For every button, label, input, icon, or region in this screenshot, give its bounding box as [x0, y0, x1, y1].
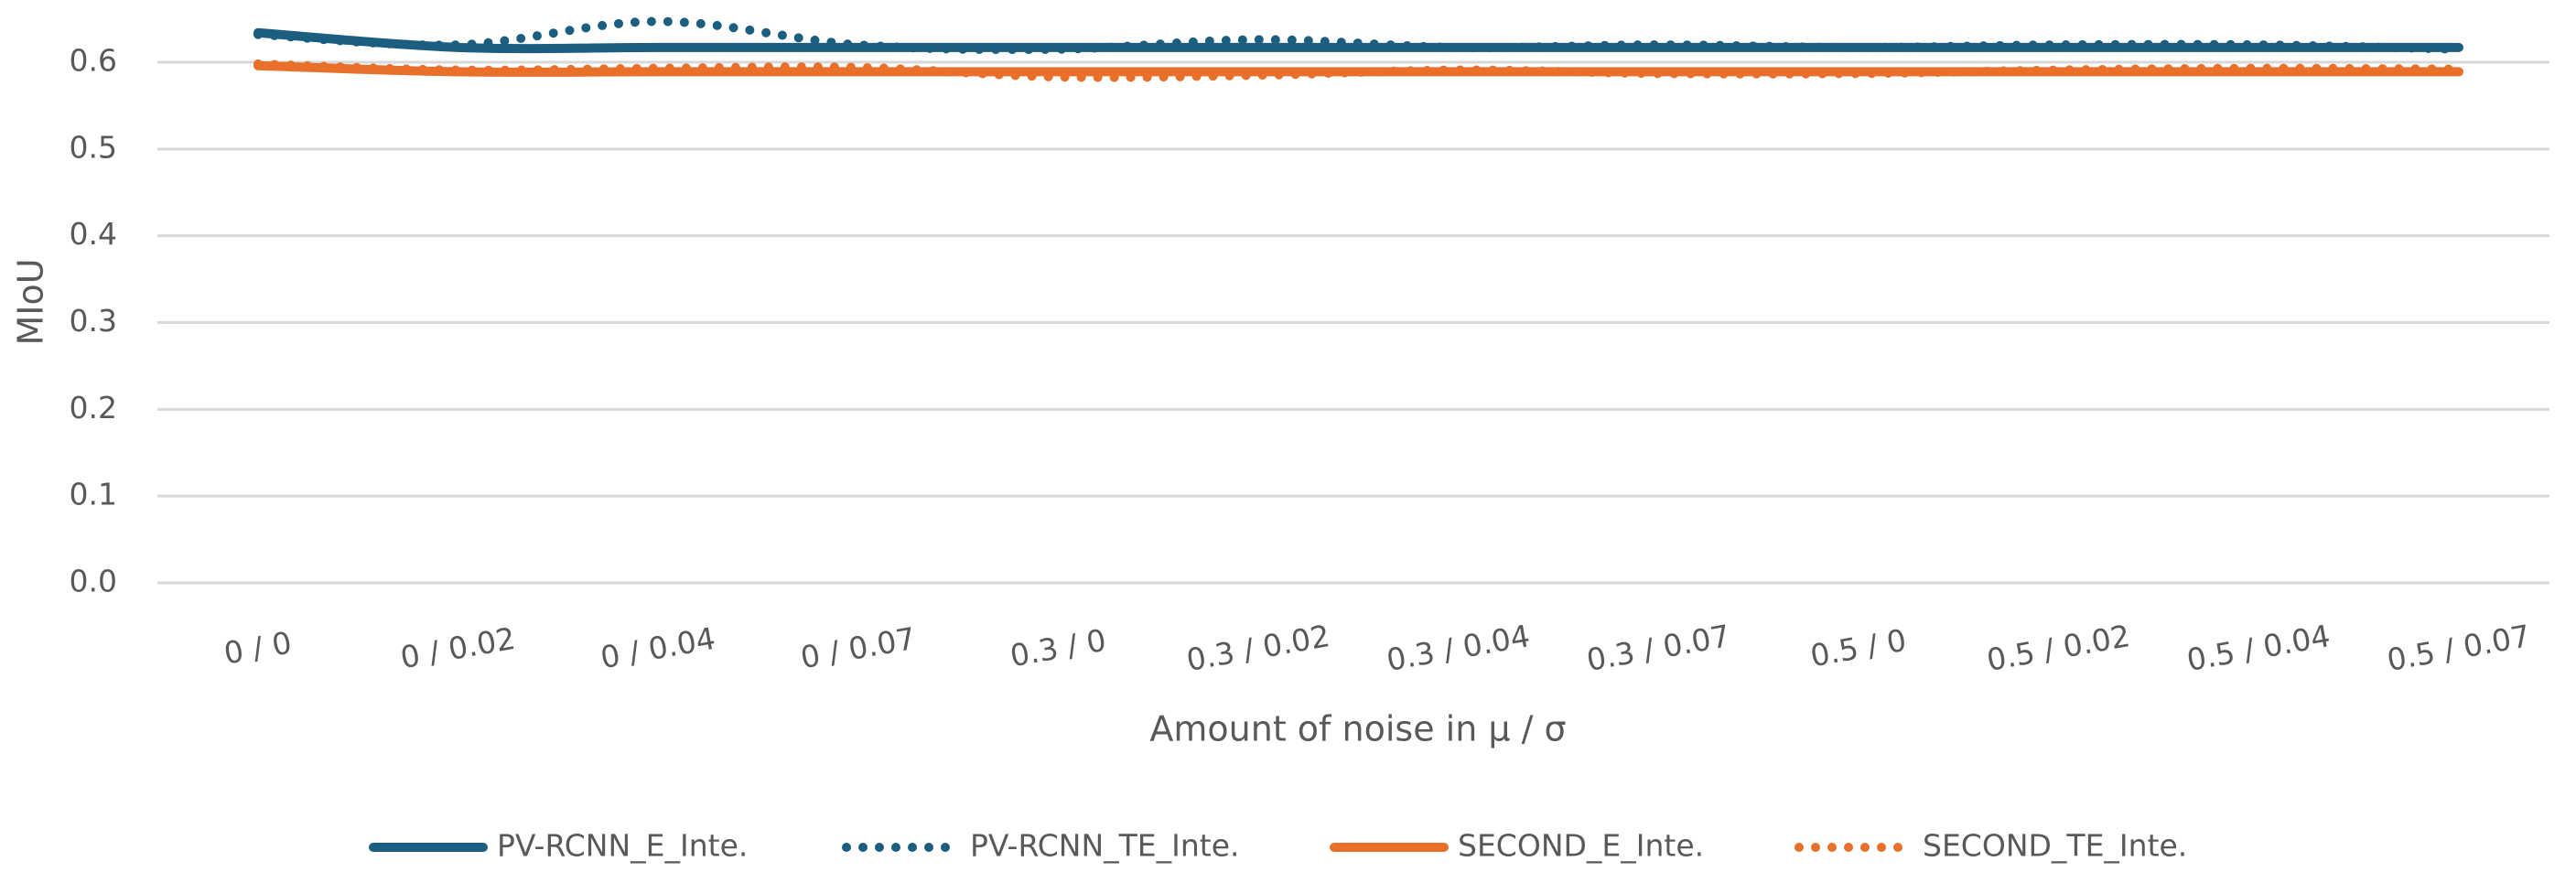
x-tick-label: 0.5 / 0.04 [2184, 618, 2333, 678]
x-tick-label: 0.5 / 0 [1807, 622, 1909, 674]
series-line [253, 59, 2463, 82]
y-tick-label: 0.6 [70, 43, 117, 79]
x-tick-label: 0.5 / 0.02 [1984, 618, 2132, 678]
x-tick-label: 0.3 / 0 [1008, 622, 1109, 674]
legend-label: SECOND_TE_Inte. [1923, 828, 2187, 864]
y-tick-label: 0.3 [70, 303, 117, 339]
legend-label: SECOND_E_Inte. [1458, 828, 1704, 864]
x-tick-label: 0.3 / 0.02 [1184, 618, 1332, 678]
y-tick-label: 0.1 [70, 477, 117, 512]
y-tick-label: 0.2 [70, 390, 117, 425]
x-tick-label: 0.3 / 0.04 [1384, 618, 1532, 678]
legend-label: PV-RCNN_TE_Inte. [970, 828, 1240, 864]
y-tick-label: 0.4 [70, 216, 117, 252]
legend-label: PV-RCNN_E_Inte. [497, 828, 748, 864]
y-tick-label: 0.5 [70, 129, 117, 165]
y-tick-label: 0.0 [70, 564, 117, 599]
x-axis-title: Amount of noise in μ / σ [1149, 709, 1566, 749]
x-tick-label: 0 / 0.02 [398, 620, 518, 675]
x-tick-label: 0 / 0.04 [598, 620, 717, 675]
y-axis-title: MIoU [11, 258, 51, 345]
x-tick-label: 0.3 / 0.07 [1584, 618, 1732, 678]
x-tick-label: 0 / 0.07 [798, 620, 918, 675]
x-tick-label: 0.5 / 0.07 [2384, 618, 2532, 678]
x-tick-label: 0 / 0 [221, 624, 295, 671]
series-line [253, 16, 2463, 55]
